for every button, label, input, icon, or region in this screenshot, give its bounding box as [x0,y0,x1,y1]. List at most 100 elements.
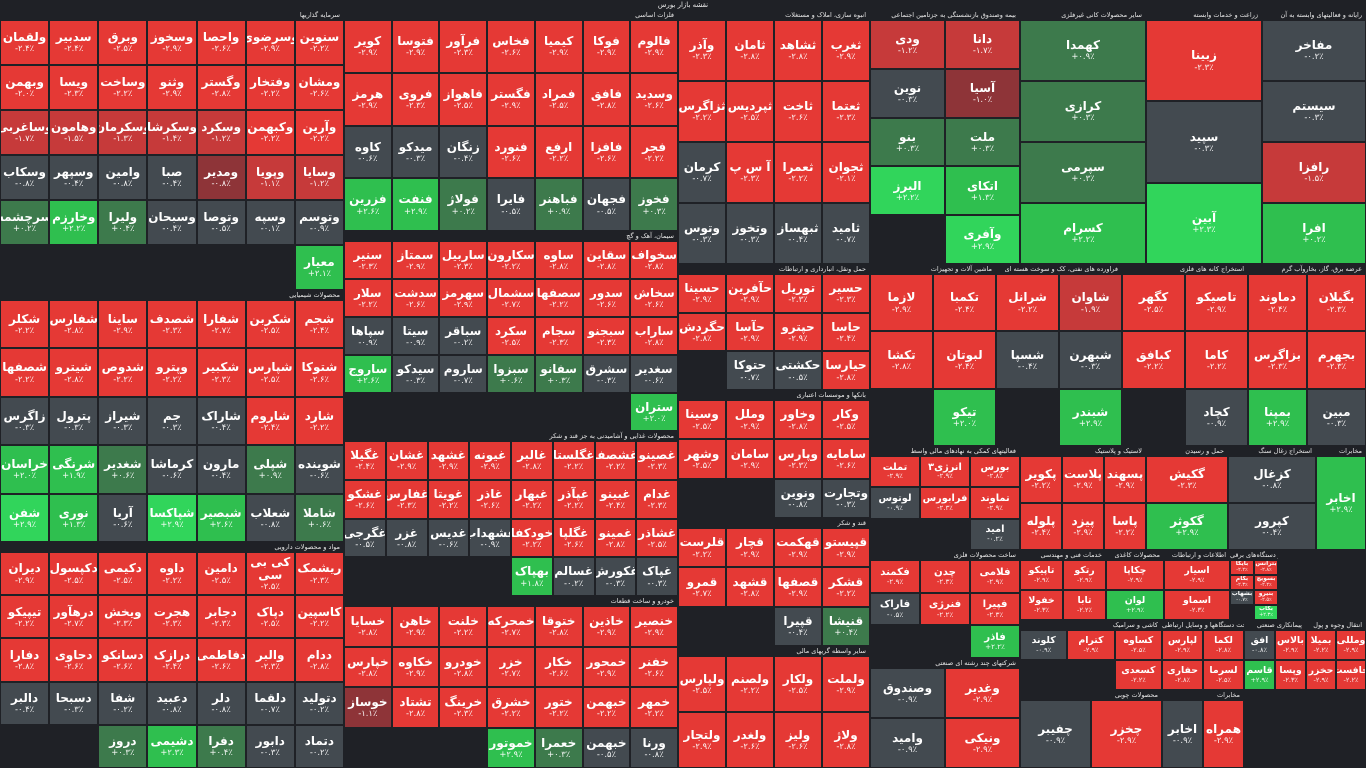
stock-tile[interactable]: ولاژ -۲.۸٪ [822,712,870,768]
stock-tile[interactable]: قچار -۲.۹٪ [726,528,774,568]
stock-tile[interactable]: حسینا -۲.۹٪ [678,274,726,313]
stock-tile[interactable]: دکیمی -۲.۵٪ [98,552,148,596]
stock-tile[interactable]: حیارسا -۲.۸٪ [822,351,870,390]
stock-tile[interactable]: سبجنو -۲.۳٪ [582,317,631,355]
stock-tile[interactable]: فنرژی -۲.۲٪ [920,592,970,626]
stock-tile[interactable]: خمحور -۲.۹٪ [582,646,631,687]
stock-tile[interactable]: قهکمت -۲.۹٪ [774,528,822,568]
stock-tile[interactable]: ولیرا +۰.۴٪ [98,200,148,245]
stock-tile[interactable]: میدکو -۰.۳٪ [391,125,440,179]
stock-tile[interactable]: وساخت -۲.۲٪ [98,65,148,110]
stock-tile[interactable]: قنیشا +۰.۴٪ [822,606,870,646]
stock-tile[interactable]: دعبید -۰.۸٪ [147,681,197,725]
stock-tile[interactable]: سیتا -۰.۹٪ [391,317,440,355]
stock-tile[interactable]: شکبیر -۲.۳٪ [196,348,246,397]
stock-tile[interactable]: ثامید -۰.۷٪ [822,203,870,264]
stock-tile[interactable]: غدیس -۰.۶٪ [427,518,470,558]
stock-tile[interactable]: افق -۰.۸٪ [1244,630,1275,660]
stock-tile[interactable]: لکما -۲.۸٪ [1203,630,1244,660]
stock-tile[interactable]: پلوله -۲.۴٪ [1020,503,1062,550]
stock-tile[interactable]: شپارس -۲.۵٪ [245,348,295,397]
stock-tile[interactable]: خپارس -۲.۸٪ [344,646,392,687]
stock-tile[interactable]: والبر -۲.۳٪ [245,638,295,682]
stock-tile[interactable]: دشیمی +۲.۳٪ [147,724,197,768]
stock-tile[interactable]: بورس -۲.۸٪ [970,456,1020,488]
stock-tile[interactable]: وپویا -۱.۱٪ [245,155,295,200]
stock-tile[interactable]: شصفها -۲.۲٪ [0,348,50,397]
stock-tile[interactable]: فرآور -۲.۳٪ [439,20,488,73]
stock-tile[interactable]: ساینا -۲.۹٪ [98,300,148,349]
stock-tile[interactable]: رافزا -۱.۵٪ [1262,142,1366,203]
stock-tile[interactable]: فولاژ +۰.۲٪ [439,178,488,231]
stock-tile[interactable]: غدام -۲.۳٪ [636,479,678,519]
stock-tile[interactable]: غشکو -۲.۶٪ [344,479,386,519]
stock-tile[interactable]: وتجارت -۰.۳٪ [822,478,870,518]
stock-tile[interactable]: وهامون -۱.۵٪ [49,110,99,155]
stock-tile[interactable]: شارد -۲.۲٪ [294,396,344,446]
stock-tile[interactable]: ولملت -۲.۹٪ [822,656,870,712]
stock-tile[interactable]: خودکفا -۲.۲٪ [511,518,553,558]
stock-tile[interactable]: وتوسم -۰.۹٪ [294,200,344,245]
stock-tile[interactable]: غبینو -۲.۴٪ [594,479,637,519]
stock-tile[interactable]: غپآذر -۲.۲٪ [552,479,595,519]
stock-tile[interactable]: دلقما -۰.۷٪ [245,681,295,725]
stock-tile[interactable]: غشهد -۲.۹٪ [427,441,470,480]
stock-tile[interactable]: شبندر +۲.۹٪ [1059,388,1122,446]
stock-tile[interactable]: شتوکا -۲.۶٪ [294,348,344,397]
stock-tile[interactable]: سخواف -۲.۸٪ [630,241,678,279]
stock-tile[interactable]: فوکا -۲.۹٪ [582,20,631,73]
stock-tile[interactable]: قاسم +۲.۹٪ [1244,660,1275,690]
stock-tile[interactable]: چدن -۲.۳٪ [920,560,970,593]
stock-tile[interactable]: بکاب +۲.۳٪ [1254,605,1278,620]
stock-tile[interactable]: فروی -۲.۳٪ [391,72,440,126]
stock-tile[interactable]: ساربیل -۲.۳٪ [439,241,488,279]
stock-tile[interactable]: هرمز -۲.۹٪ [344,72,392,126]
stock-tile[interactable]: وسخوز -۲.۹٪ [147,20,197,65]
stock-tile[interactable]: خکاوه -۲.۹٪ [391,646,440,687]
stock-tile[interactable]: پیزد -۲.۹٪ [1062,503,1104,550]
stock-tile[interactable]: سنوین -۲.۲٪ [294,20,344,65]
stock-tile[interactable]: ومدیر -۰.۸٪ [196,155,246,200]
stock-tile[interactable]: شاملا +۰.۶٪ [294,493,344,542]
stock-tile[interactable]: شصدف -۲.۳٪ [147,300,197,349]
stock-tile[interactable]: خودرو -۲.۸٪ [439,646,488,687]
stock-tile[interactable]: تماوند -۲.۹٪ [970,487,1020,519]
stock-tile[interactable]: وبهمن -۲.۰٪ [0,65,50,110]
stock-tile[interactable]: دسبحا -۰.۳٪ [49,681,99,725]
stock-tile[interactable]: قپیرا -۰.۴٪ [774,606,822,646]
stock-tile[interactable]: وشهر -۲.۵٪ [678,439,726,479]
stock-tile[interactable]: حآسا -۲.۹٪ [726,312,774,352]
stock-tile[interactable]: ختور -۲.۲٪ [534,687,583,728]
stock-tile[interactable]: رتکو -۲.۹٪ [1063,560,1106,590]
stock-tile[interactable]: شغدیر +۰.۶٪ [98,445,148,494]
stock-tile[interactable]: ودی -۱.۲٪ [870,20,945,69]
stock-tile[interactable]: تشتاد -۲.۸٪ [391,687,440,728]
stock-tile[interactable]: دفارا -۲.۸٪ [0,638,50,682]
stock-tile[interactable]: کرمان -۰.۷٪ [678,142,726,203]
stock-tile[interactable]: دماوند -۲.۴٪ [1248,274,1307,332]
stock-tile[interactable]: غبهار -۲.۲٪ [511,479,553,519]
stock-tile[interactable]: خبهمن -۲.۲٪ [582,687,631,728]
stock-tile[interactable]: خاهن -۲.۹٪ [391,606,440,647]
stock-tile[interactable]: حتوکا -۰.۷٪ [726,351,774,390]
stock-tile[interactable]: وگستر -۲.۸٪ [196,65,246,110]
stock-tile[interactable]: سباقر -۰.۲٪ [439,317,488,355]
stock-tile[interactable]: سپاها -۰.۹٪ [344,317,392,355]
stock-tile[interactable]: صبا -۰.۴٪ [147,155,197,200]
stock-tile[interactable]: حآفرین -۲.۹٪ [726,274,774,313]
stock-tile[interactable]: دفاطمی -۲.۶٪ [196,638,246,682]
stock-tile[interactable]: دکپسول -۲.۵٪ [49,552,99,596]
stock-tile[interactable]: فاراک -۰.۵٪ [870,592,920,626]
stock-tile[interactable]: ولغدر -۲.۶٪ [726,712,774,768]
stock-tile[interactable]: خنصیر -۲.۹٪ [630,606,678,647]
stock-tile[interactable]: سفانو +۰.۳٪ [534,355,583,393]
stock-tile[interactable]: کیمیا -۲.۹٪ [534,20,583,73]
stock-tile[interactable]: شسپا -۰.۴٪ [996,331,1059,389]
stock-tile[interactable]: غسالم -۰.۲٪ [552,557,595,596]
stock-tile[interactable]: پسهند -۲.۹٪ [1104,456,1146,503]
stock-tile[interactable]: فکمند -۲.۹٪ [870,560,920,593]
stock-tile[interactable]: وپارس -۲.۳٪ [774,439,822,479]
stock-tile[interactable]: کگهر -۲.۵٪ [1122,274,1185,332]
stock-tile[interactable]: خفولا -۲.۳٪ [1020,590,1063,620]
stock-tile[interactable]: تیپیکو -۲.۲٪ [0,595,50,639]
